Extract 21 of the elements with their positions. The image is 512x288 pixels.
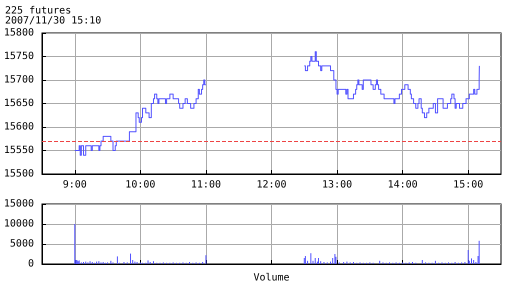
x-tick-label: 9:00: [62, 180, 87, 190]
y-tick-label: 15800: [4, 28, 34, 38]
y-tick-label: 0: [28, 258, 34, 270]
y-tick-label: 15500: [4, 168, 34, 180]
x-tick-label: 13:00: [322, 180, 352, 190]
chart-title: 225 futures: [5, 6, 72, 16]
y-tick-label: 15550: [4, 145, 34, 156]
x-tick-label: 11:00: [190, 180, 221, 190]
x-tick-label: 14:00: [388, 180, 418, 190]
x-tick-label: 12:00: [256, 180, 287, 190]
chart-subtitle: 2007/11/30 15:10: [5, 16, 102, 26]
y-tick-label: 5000: [10, 238, 34, 250]
x-axis-title: Volume: [253, 272, 290, 284]
y-tick-label: 15750: [4, 51, 34, 62]
y-tick-label: 15650: [4, 98, 34, 109]
y-tick-label: 15700: [4, 74, 34, 86]
y-tick-label: 15600: [4, 122, 34, 132]
y-tick-label: 15000: [4, 198, 34, 210]
x-tick-label: 15:00: [453, 180, 484, 190]
x-tick-label: 10:00: [125, 180, 156, 190]
y-tick-label: 10000: [4, 218, 34, 230]
